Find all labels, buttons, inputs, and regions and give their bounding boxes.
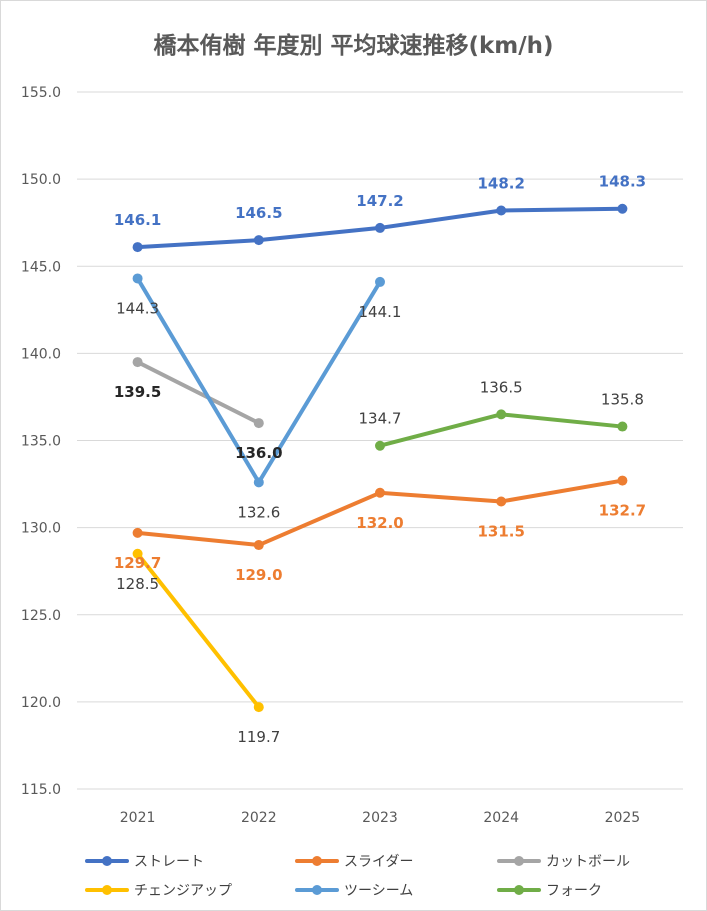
y-tick-label: 130.0	[21, 521, 61, 537]
series-line	[135, 360, 261, 426]
data-label: 132.7	[599, 502, 646, 520]
legend-swatch	[85, 880, 129, 900]
data-label: 136.0	[235, 444, 282, 462]
plot-area: 155.0 150.0 145.0 140.0 135.0 130.0 125.0 120.0…	[21, 85, 683, 826]
data-point	[496, 205, 507, 216]
data-label: 132.6	[237, 503, 280, 521]
y-tick-label: 125.0	[21, 608, 61, 624]
data-label: 131.5	[477, 522, 524, 540]
legend: ストレート スライダー カットボール チェンジアップ ツーシーム フォーク	[0, 843, 707, 903]
data-label: 136.5	[480, 378, 523, 396]
legend-item-straight: ストレート	[85, 851, 204, 871]
y-tick-label: 135.0	[21, 434, 61, 450]
series-line	[135, 551, 261, 710]
legend-label: ツーシーム	[344, 883, 414, 899]
data-point	[375, 276, 385, 287]
chart-title: 橋本侑樹 年度別 平均球速推移(km/h)	[153, 33, 554, 59]
x-tick-label: 2024	[483, 810, 519, 826]
legend-label: カットボール	[546, 854, 630, 870]
legend-swatch	[497, 880, 541, 900]
data-label: 129.7	[114, 554, 161, 572]
data-point	[496, 496, 507, 507]
y-tick-label: 150.0	[21, 172, 61, 188]
legend-swatch	[295, 851, 339, 871]
data-label: 132.0	[356, 514, 403, 532]
legend-item-slider: スライダー	[295, 851, 413, 871]
legend-label: チェンジアップ	[134, 883, 232, 899]
x-tick-label: 2021	[120, 810, 156, 826]
data-label: 144.3	[116, 299, 159, 317]
legend-item-twoseam: ツーシーム	[295, 880, 413, 900]
legend-swatch	[295, 880, 339, 900]
data-label: 144.1	[359, 303, 402, 321]
data-point	[132, 273, 143, 284]
data-point	[375, 487, 385, 498]
data-point	[132, 242, 143, 253]
data-point	[132, 548, 143, 559]
data-label: 119.7	[237, 728, 280, 746]
data-label: 128.5	[116, 575, 159, 593]
data-label: 146.5	[235, 204, 282, 222]
data-point	[253, 702, 264, 713]
data-point	[132, 527, 143, 538]
y-tick-label: 155.0	[21, 85, 61, 101]
legend-item-changeup: チェンジアップ	[85, 880, 232, 900]
data-label: 148.3	[599, 173, 646, 191]
data-label: 129.0	[235, 566, 282, 584]
data-label: 146.1	[114, 211, 161, 229]
x-tick-label: 2023	[362, 810, 398, 826]
data-point	[253, 477, 264, 488]
legend-label: ストレート	[134, 854, 204, 870]
data-point	[617, 475, 628, 486]
data-label: 147.2	[356, 192, 403, 210]
data-point	[617, 203, 628, 214]
data-label: 134.7	[359, 410, 402, 428]
x-tick-label: 2025	[605, 810, 641, 826]
y-tick-label: 120.0	[21, 695, 61, 711]
data-label: 139.5	[114, 383, 161, 401]
y-tick-label: 115.0	[21, 782, 61, 798]
data-point	[375, 440, 385, 451]
data-point	[132, 357, 143, 368]
x-tick-label: 2022	[241, 810, 277, 826]
data-point	[617, 421, 628, 432]
legend-swatch	[497, 851, 541, 871]
data-point	[496, 409, 507, 420]
legend-item-cutball: カットボール	[497, 851, 630, 871]
data-point	[253, 540, 264, 551]
data-label: 148.2	[477, 174, 524, 192]
data-point	[375, 222, 385, 233]
data-label: 135.8	[601, 391, 644, 409]
legend-label: スライダー	[344, 854, 414, 870]
data-point	[253, 235, 264, 246]
legend-swatch	[85, 851, 129, 871]
legend-label: フォーク	[546, 883, 602, 899]
data-point	[253, 418, 264, 429]
legend-item-fork: フォーク	[497, 880, 602, 900]
y-tick-label: 140.0	[21, 346, 61, 362]
y-tick-label: 145.0	[21, 259, 61, 275]
